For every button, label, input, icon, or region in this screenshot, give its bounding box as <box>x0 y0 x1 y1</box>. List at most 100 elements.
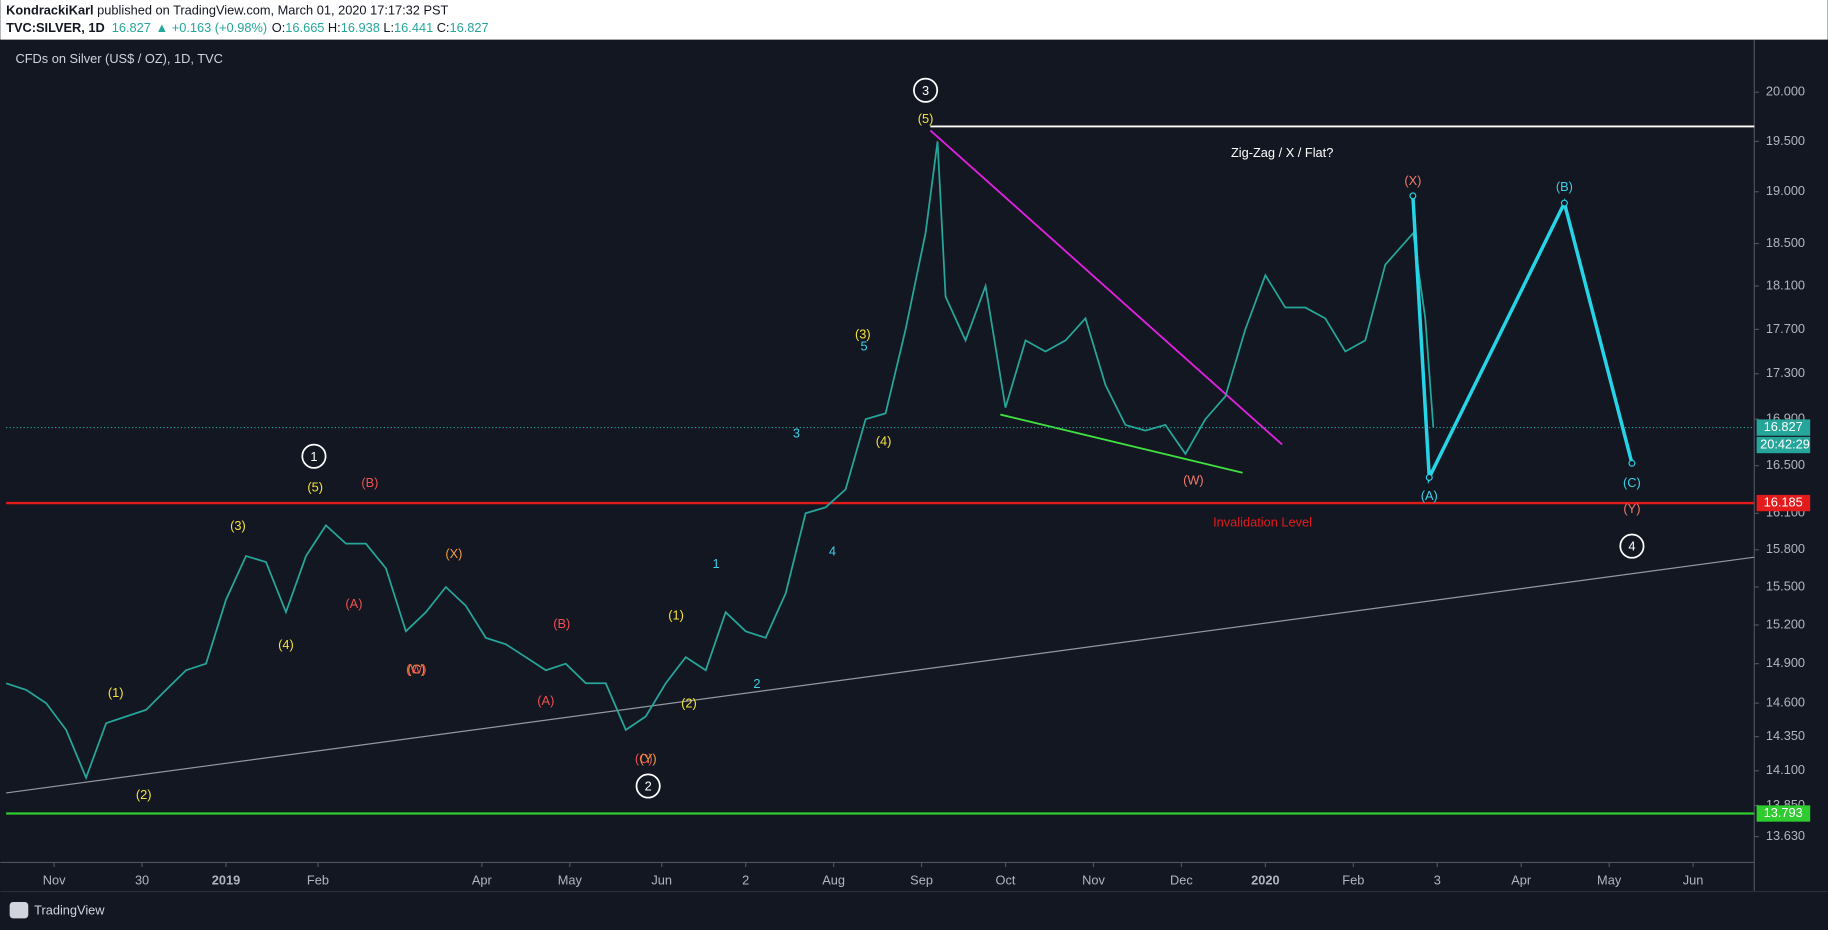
header-bar <box>0 0 1828 40</box>
wave-label: 3 <box>793 426 800 441</box>
x-tick-label: 2020 <box>1251 872 1279 887</box>
x-tick-label: Sep <box>910 872 933 887</box>
wave-label: (5) <box>918 111 934 126</box>
wave-label: (C) <box>635 751 653 766</box>
y-tick-label: 17.700 <box>1766 321 1805 336</box>
published: published on TradingView.com, March 01, … <box>94 3 449 18</box>
wave-label: 2 <box>645 779 652 794</box>
wave-label: (B) <box>553 616 570 631</box>
x-tick-label: Oct <box>996 872 1016 887</box>
y-tick-label: 14.350 <box>1766 728 1805 743</box>
wave-label: (X) <box>1404 173 1421 188</box>
wave-label: 3 <box>922 83 929 98</box>
wave-label: 4 <box>1628 539 1635 554</box>
l-label: L: <box>383 21 394 36</box>
projection-point <box>1628 459 1636 467</box>
price-label: 13.793 <box>1764 805 1803 820</box>
wave-label: (4) <box>876 434 892 449</box>
wave-circle <box>301 443 327 469</box>
wave-label: (A) <box>537 693 554 708</box>
brand: TradingView <box>34 903 105 918</box>
x-tick-label: Jun <box>1683 872 1704 887</box>
wave-label: (2) <box>681 696 697 711</box>
x-tick-label: Jun <box>651 872 672 887</box>
trendline <box>1000 413 1243 474</box>
x-tick-label: 2 <box>742 872 749 887</box>
y-tick-label: 17.300 <box>1766 365 1805 380</box>
wave-label: (A) <box>1421 488 1438 503</box>
countdown: 20:42:29 <box>1760 436 1810 451</box>
countdown-box <box>1756 436 1811 454</box>
y-tick-label: 19.000 <box>1766 183 1805 198</box>
price-label: 16.185 <box>1764 494 1803 509</box>
trendline <box>6 556 1755 794</box>
wave-circle <box>913 77 939 103</box>
projection-point <box>1409 192 1417 200</box>
y-tick-label: 19.500 <box>1766 133 1805 148</box>
chart-title: CFDs on Silver (US$ / OZ), 1D, TVC <box>15 51 222 66</box>
x-tick-label: Feb <box>307 872 329 887</box>
wave-label: (A) <box>345 596 362 611</box>
y-tick-label: 15.500 <box>1766 578 1805 593</box>
y-tick-label: 16.500 <box>1766 457 1805 472</box>
y-tick-label: 13.630 <box>1766 828 1805 843</box>
projection-point <box>1425 473 1433 481</box>
last-price-box <box>1756 419 1811 436</box>
header-line-1: KondrackiKarl published on TradingView.c… <box>6 3 448 18</box>
wave-label: (3) <box>855 326 871 341</box>
y-tick-label: 14.100 <box>1766 762 1805 777</box>
x-tick-label: Nov <box>1082 872 1105 887</box>
projection-path <box>1411 195 1634 485</box>
x-tick-label: May <box>1597 872 1622 887</box>
x-tick-label: 2019 <box>212 872 240 887</box>
x-tick-label: Aug <box>822 872 845 887</box>
wave-label: Zig-Zag / X / Flat? <box>1231 145 1333 160</box>
wave-circle <box>635 773 661 799</box>
wave-label: (W) <box>406 661 427 676</box>
wave-label: 2 <box>753 676 760 691</box>
wave-label: (1) <box>668 607 684 622</box>
price-label-box <box>1756 805 1811 822</box>
header-line-2: TVC:SILVER, 1D 16.827 ▲ +0.163 (+0.98%) O:1… <box>6 21 489 36</box>
wave-label: 1 <box>310 449 317 464</box>
author: KondrackiKarl <box>6 3 93 18</box>
symbol: TVC:SILVER, 1D <box>6 21 105 36</box>
last-price-label: 16.827 <box>1764 419 1803 434</box>
wave-label: (W) <box>1183 472 1204 487</box>
y-tick-label: 18.500 <box>1766 235 1805 250</box>
y-tick-label: 20.000 <box>1766 84 1805 99</box>
wave-label: 5 <box>860 338 867 353</box>
y-tick-label: 15.800 <box>1766 541 1805 556</box>
y-tick-label: 18.100 <box>1766 277 1805 292</box>
wave-label: (C) <box>407 661 425 676</box>
wave-label: (X) <box>445 546 462 561</box>
close: 16.827 <box>450 21 489 36</box>
o-label: O: <box>272 21 286 36</box>
y-tick-label: 15.200 <box>1766 616 1805 631</box>
y-tick-label: 14.600 <box>1766 695 1805 710</box>
x-tick-label: Apr <box>472 872 493 887</box>
open: 16.665 <box>285 21 324 36</box>
wave-label: Invalidation Level <box>1213 514 1312 529</box>
x-tick-label: Dec <box>1170 872 1193 887</box>
brand-logo <box>9 902 29 919</box>
wave-circle <box>1619 533 1645 559</box>
x-tick-label: 3 <box>1434 872 1441 887</box>
price-label-box <box>1756 494 1811 512</box>
low: 16.441 <box>394 21 433 36</box>
change: ▲ +0.163 (+0.98%) <box>156 21 268 36</box>
c-label: C: <box>437 21 450 36</box>
high: 16.938 <box>341 21 380 36</box>
h-label: H: <box>328 21 341 36</box>
wave-label: (2) <box>136 787 152 802</box>
last: 16.827 <box>112 21 151 36</box>
x-tick-label: Apr <box>1511 872 1532 887</box>
wave-label: (Y) <box>1623 501 1640 516</box>
projection-point <box>1560 199 1568 207</box>
wave-label: (5) <box>307 480 323 495</box>
wave-label: 1 <box>713 556 720 571</box>
wave-label: (B) <box>1556 179 1573 194</box>
